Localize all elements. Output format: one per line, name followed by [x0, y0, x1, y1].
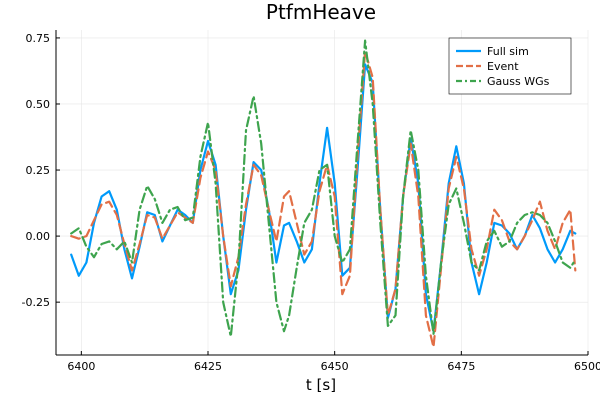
x-tick-label: 6475: [447, 360, 475, 373]
series-line-gauss-wgs: [70, 39, 577, 338]
y-tick-label: 0.00: [26, 230, 51, 243]
x-ticks: 6400 6425 6450 6475 6500: [67, 351, 600, 373]
chart-title: PtfmHeave: [266, 0, 376, 24]
y-tick-label: 0.25: [26, 164, 51, 177]
legend: Full sim Event Gauss WGs: [448, 37, 572, 95]
legend-entry-label: Gauss WGs: [487, 75, 550, 88]
series-layer: [70, 39, 577, 349]
y-ticks: -0.25 0.00 0.25 0.50 0.75: [22, 32, 60, 309]
legend-entry-label: Full sim: [487, 45, 529, 58]
x-tick-label: 6400: [67, 360, 95, 373]
y-tick-label: -0.25: [22, 296, 50, 309]
y-tick-label: 0.75: [26, 32, 51, 45]
y-tick-label: 0.50: [26, 98, 51, 111]
x-tick-label: 6425: [194, 360, 222, 373]
x-tick-label: 6500: [574, 360, 600, 373]
legend-entry-label: Event: [487, 60, 519, 73]
axes: [55, 30, 588, 356]
x-axis-label: t [s]: [306, 376, 336, 394]
x-tick-label: 6450: [321, 360, 349, 373]
series-line-event: [70, 50, 577, 349]
